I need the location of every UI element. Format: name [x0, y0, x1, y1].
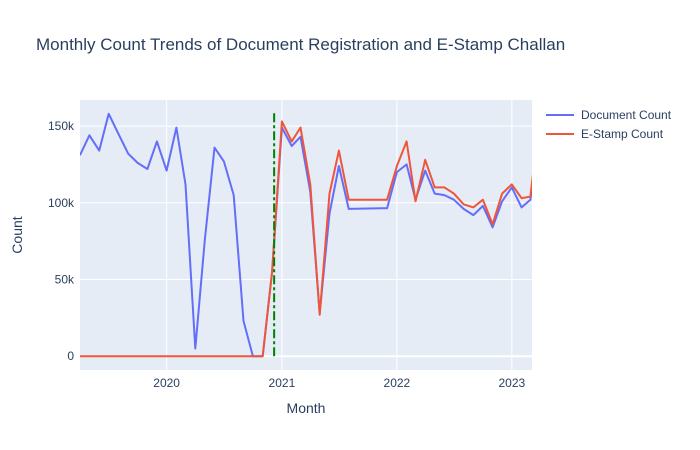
grid	[80, 100, 532, 370]
series-lines	[80, 112, 532, 358]
y-tick-labels: 0 50k 100k 150k	[48, 119, 75, 363]
plot-area	[80, 100, 532, 370]
x-axis-label: Month	[287, 400, 326, 416]
x-tick-label: 2021	[269, 376, 296, 390]
legend-label: Document Count	[581, 108, 672, 122]
y-tick-label: 50k	[55, 272, 75, 286]
x-tick-labels: 2020 2021 2022 2023	[153, 376, 525, 390]
legend-label: E-Stamp Count	[581, 127, 664, 141]
legend-item-document-count[interactable]: Document Count	[546, 108, 672, 122]
x-tick-label: 2022	[384, 376, 411, 390]
y-tick-label: 100k	[48, 196, 75, 210]
x-tick-label: 2023	[498, 376, 525, 390]
series-line-document-count	[80, 112, 532, 358]
y-tick-label: 0	[67, 349, 74, 363]
series-line-e-stamp-count	[80, 120, 532, 358]
x-tick-label: 2020	[153, 376, 180, 390]
y-tick-label: 150k	[48, 119, 75, 133]
y-axis-label: Count	[9, 216, 25, 253]
legend[interactable]: Document Count E-Stamp Count	[546, 108, 672, 141]
legend-item-e-stamp-count[interactable]: E-Stamp Count	[546, 127, 664, 141]
chart-title: Monthly Count Trends of Document Registr…	[36, 35, 565, 54]
